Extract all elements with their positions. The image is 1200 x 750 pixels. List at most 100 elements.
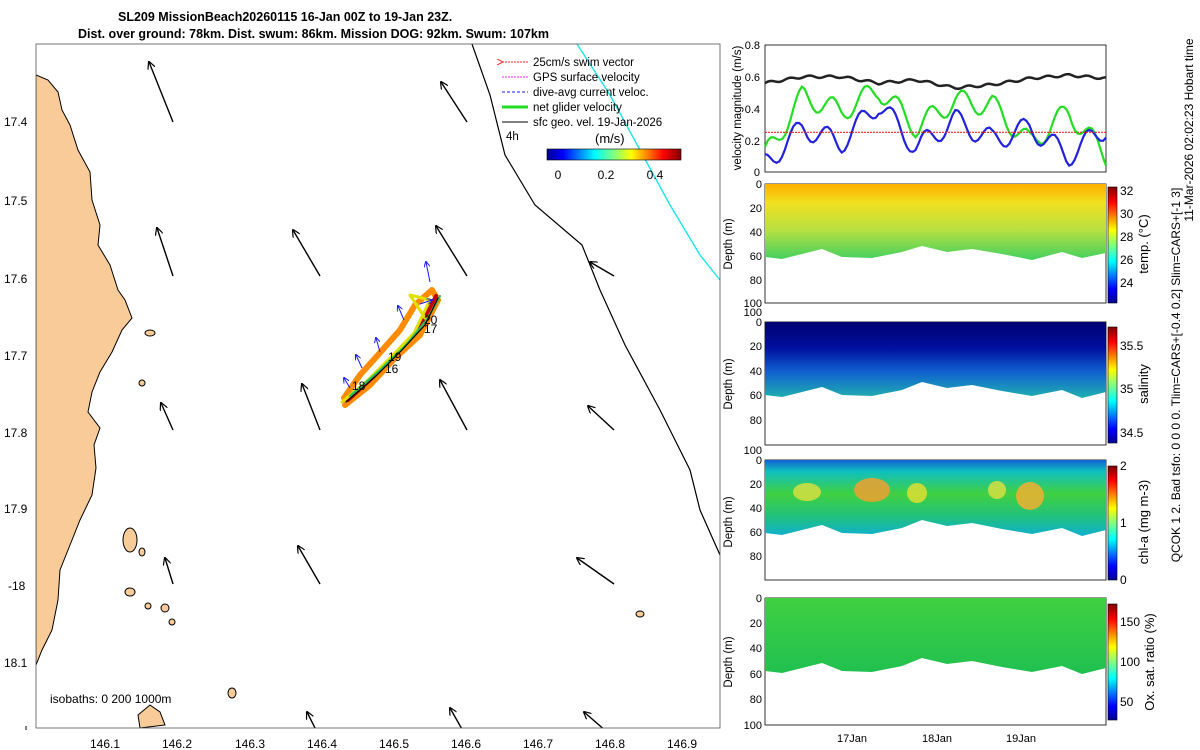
day-label: 17 bbox=[424, 322, 438, 336]
legend-swim: 25cm/s swim vector bbox=[533, 57, 634, 69]
lon-tick-label: 146.2 bbox=[162, 737, 192, 750]
depth-tick: 20 bbox=[750, 203, 762, 215]
sal-cbar-tick: 34.5 bbox=[1120, 426, 1144, 440]
lon-tick-label: 146.7 bbox=[523, 737, 553, 750]
temp-cbar-tick: 28 bbox=[1120, 230, 1134, 244]
isobath-deep-line bbox=[576, 44, 720, 281]
legend-dive: dive-avg current veloc. bbox=[533, 87, 649, 99]
ox-cbar-tick: 100 bbox=[1120, 655, 1140, 669]
time-tick: 18Jan bbox=[922, 733, 952, 745]
depth-tick: 100 bbox=[744, 445, 762, 457]
chla-cbar-tick: 1 bbox=[1120, 516, 1127, 530]
sfc-velocity-arrows bbox=[149, 62, 615, 728]
depth-tick: 20 bbox=[750, 341, 762, 353]
velocity-lines bbox=[763, 72, 1108, 168]
lat-tick-label: 17.8 bbox=[4, 426, 28, 440]
lon-tick-label: 146.8 bbox=[595, 737, 625, 750]
temp-cbar-label: temp. (°C) bbox=[1136, 214, 1151, 273]
depth-tick: 80 bbox=[750, 415, 762, 427]
ox-cbar-label: Ox. sat. ratio (%) bbox=[1142, 613, 1157, 711]
ox-cbar-tick: 50 bbox=[1120, 695, 1134, 709]
lon-tick-label: 146.1 bbox=[90, 737, 120, 750]
ox-cbar-tick: 150 bbox=[1120, 615, 1140, 629]
lon-tick-label: 146.6 bbox=[451, 737, 481, 750]
side-note-timestamp: 11-Mar-2026 02:02:23 Hobart time bbox=[1182, 38, 1195, 222]
chla-cbar-tick: 2 bbox=[1120, 459, 1127, 473]
sal-ylabel: Depth (m) bbox=[723, 358, 735, 409]
colorbar-label: (m/s) bbox=[595, 131, 625, 146]
depth-tick: 40 bbox=[750, 227, 762, 239]
lat-tick-label: 17.4 bbox=[4, 115, 28, 129]
legend-sfc: sfc geo. vel. 19-Jan-2026 bbox=[533, 117, 662, 129]
temp-cbar-tick: 26 bbox=[1120, 253, 1134, 267]
depth-tick: 80 bbox=[750, 694, 762, 706]
depth-tick: 0 bbox=[756, 317, 762, 329]
sal-cbar-tick: 35.5 bbox=[1120, 339, 1144, 353]
coastline-land bbox=[36, 74, 133, 666]
page-title: SL209 MissionBeach20260115 16-Jan 00Z to… bbox=[118, 10, 453, 24]
profile-panels: 0.8 0.6 0.4 0.2 0 velocity magnitude (m/… bbox=[723, 40, 1157, 745]
legend-gps: GPS surface velocity bbox=[533, 72, 640, 84]
depth-tick: 40 bbox=[750, 503, 762, 515]
velocity-series-line bbox=[763, 84, 1108, 166]
side-notes: QCOK 1 2. Bad tsfo: 0 0 0 0. Tlim=CARS+[… bbox=[1169, 38, 1195, 563]
lat-tick-label: 17.6 bbox=[4, 272, 28, 286]
lat-tick-label: 17.5 bbox=[4, 194, 28, 208]
day-label: 16 bbox=[385, 362, 399, 376]
vel-ytick: 0.6 bbox=[745, 72, 760, 84]
chla-ylabel: Depth (m) bbox=[723, 496, 735, 547]
map-chart: 20 17 19 16 18 isobaths: 0 200 1000m 146… bbox=[4, 43, 721, 750]
isobath-line bbox=[471, 44, 720, 556]
depth-tick: 0 bbox=[756, 179, 762, 191]
day-label: 20 bbox=[424, 313, 438, 327]
temp-cbar-tick: 24 bbox=[1120, 276, 1134, 290]
time-tick: 19Jan bbox=[1006, 733, 1036, 745]
lon-tick-label: 146.9 bbox=[667, 737, 697, 750]
oxygen-panel: Depth (m) Ox. sat. ratio (%) 150 100 50 … bbox=[723, 593, 1157, 745]
velocity-panel: 0.8 0.6 0.4 0.2 0 velocity magnitude (m/… bbox=[732, 40, 1108, 179]
vel-ytick: 0 bbox=[754, 167, 760, 179]
velocity-series-line bbox=[764, 72, 1107, 91]
depth-tick: 60 bbox=[750, 527, 762, 539]
vel-ytick: 0.4 bbox=[745, 104, 760, 116]
lon-tick-label: 146.5 bbox=[379, 737, 409, 750]
depth-tick: 0 bbox=[756, 593, 762, 605]
depth-tick: 60 bbox=[750, 251, 762, 263]
sal-cbar-tick: 35 bbox=[1120, 382, 1134, 396]
lat-axis: 17.4 17.5 17.6 17.7 17.8 17.9 -18 18.1 bbox=[4, 115, 28, 670]
lat-tick-label: 17.9 bbox=[4, 502, 28, 516]
depth-tick: 100 bbox=[744, 307, 762, 319]
depth-tick: 40 bbox=[750, 366, 762, 378]
vel-ylabel: velocity magnitude (m/s) bbox=[732, 46, 744, 171]
chla-panel: Depth (m) chl-a (mg m-3) 2 1 0 0 20 40 6… bbox=[723, 445, 1151, 587]
salinity-panel: Depth (m) salinity 35.5 35 34.5 0 20 40 … bbox=[723, 307, 1151, 446]
depth-tick: 80 bbox=[750, 275, 762, 287]
depth-tick: 40 bbox=[750, 643, 762, 655]
glider-track bbox=[340, 287, 441, 408]
lat-tick-label: 17.7 bbox=[4, 349, 28, 363]
lon-tick-label: 146.4 bbox=[307, 737, 337, 750]
lon-axis: 146.1 146.2 146.3 146.4 146.5 146.6 146.… bbox=[25, 726, 697, 750]
legend-net: net glider velocity bbox=[533, 102, 622, 114]
depth-tick: 100 bbox=[744, 298, 762, 310]
page-subtitle: Dist. over ground: 78km. Dist. swum: 86k… bbox=[78, 27, 549, 41]
depth-tick: 60 bbox=[750, 669, 762, 681]
lat-tick-label: -18 bbox=[8, 579, 26, 593]
chla-cbar-label: chl-a (mg m-3) bbox=[1136, 480, 1151, 565]
ox-ylabel: Depth (m) bbox=[723, 636, 735, 687]
temp-ylabel: Depth (m) bbox=[723, 218, 735, 269]
day-label: 19 bbox=[388, 350, 402, 364]
map-legend: 25cm/s swim vector GPS surface velocity … bbox=[502, 57, 682, 182]
day-label: 18 bbox=[352, 379, 366, 393]
vel-ytick: 0.2 bbox=[745, 136, 760, 148]
velocity-series-line bbox=[764, 106, 1107, 168]
depth-tick: 20 bbox=[750, 479, 762, 491]
colorbar-tick: 0.4 bbox=[647, 168, 664, 182]
depth-tick: 0 bbox=[756, 455, 762, 467]
temp-cbar-tick: 30 bbox=[1120, 207, 1134, 221]
vel-ytick: 0.8 bbox=[745, 40, 760, 52]
colorbar-tick: 0.2 bbox=[598, 168, 615, 182]
side-note-qc: QCOK 1 2. Bad tsfo: 0 0 0 0. Tlim=CARS+[… bbox=[1169, 188, 1183, 563]
dive-current-vectors bbox=[344, 262, 432, 389]
sal-cbar-label: salinity bbox=[1136, 364, 1151, 404]
